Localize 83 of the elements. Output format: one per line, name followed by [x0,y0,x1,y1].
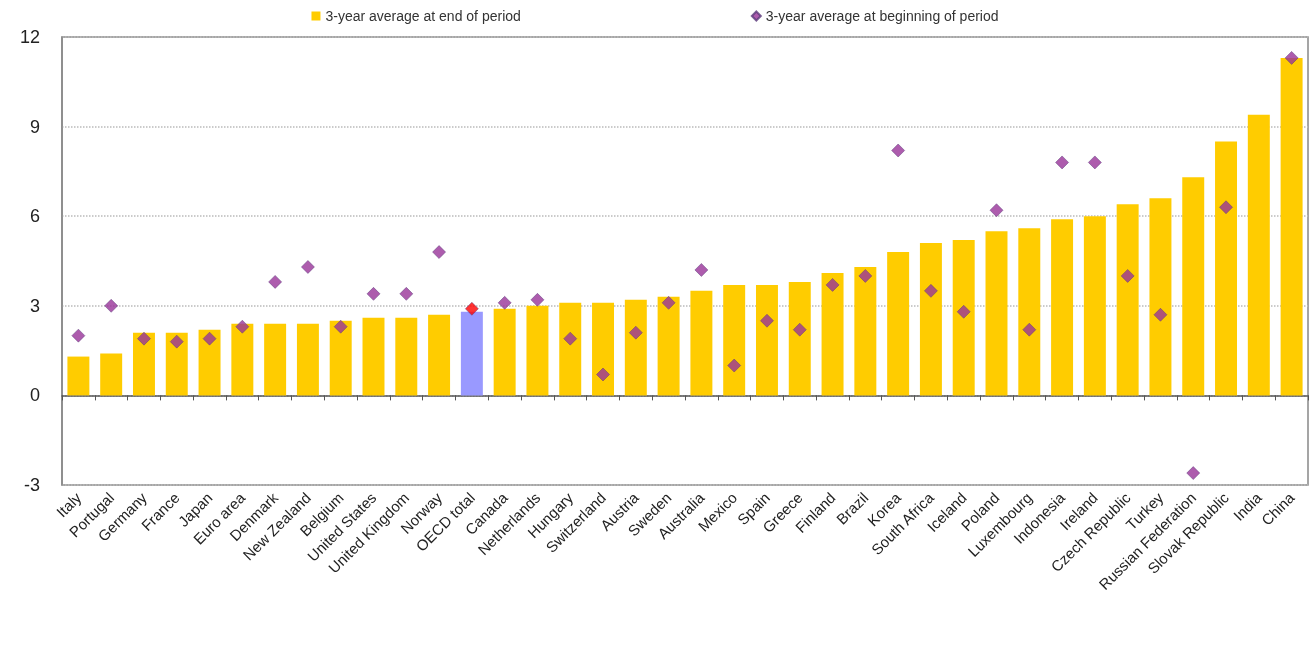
point [760,313,774,328]
point [235,319,250,334]
point [924,284,938,298]
point [1219,200,1233,215]
y-tick-label: 3 [29,295,40,316]
point [1284,51,1299,65]
bar [132,332,155,396]
bar [1182,177,1205,396]
point [530,293,545,307]
bar [985,231,1008,396]
bar [755,284,778,396]
point [465,301,479,316]
point [399,287,414,301]
bar [952,240,975,396]
point [694,263,709,277]
point [497,296,512,310]
point [432,245,446,259]
point [563,331,578,346]
bar [1051,219,1074,396]
bar [854,266,877,396]
bar [887,252,910,396]
bar [1083,216,1106,396]
legend-label: 3-year average at beginning of period [765,8,999,24]
bar [1116,204,1139,396]
y-tick-label: 12 [19,27,40,47]
point [596,367,610,382]
bar [821,272,844,396]
point [858,269,873,283]
point [1088,155,1102,170]
bar [428,314,451,396]
bar [460,311,483,396]
bar [67,356,90,396]
point [891,143,905,158]
point [1022,322,1037,337]
bar [165,332,188,396]
point [956,304,971,319]
bar [592,302,615,396]
point [169,334,184,349]
point [301,260,315,274]
bar [395,317,418,396]
y-tick-label: -3 [23,475,40,495]
bar [1018,228,1041,396]
bar [493,308,516,396]
point [1153,307,1168,322]
legend-label: 3-year average at end of period [325,8,521,24]
point [202,331,217,346]
bar [657,296,680,396]
bar [526,305,549,396]
point [989,203,1004,218]
point [727,358,741,373]
bar [788,281,811,396]
point [268,275,282,289]
point [792,322,807,337]
bar [100,353,123,396]
bar [198,329,221,396]
bar [919,243,942,396]
point [1186,466,1201,480]
point [333,319,348,334]
bar [1247,114,1270,396]
point [366,287,381,301]
point [825,278,840,292]
bar [264,323,287,396]
y-tick-label: 9 [29,116,40,137]
point [629,325,643,340]
point [104,299,118,313]
bar [690,290,713,396]
point [137,331,151,346]
bar [624,299,647,396]
bar [1215,141,1238,396]
point [661,296,676,310]
bar [329,320,352,396]
y-tick-label: 6 [29,206,40,227]
y-tick-label: 0 [29,385,40,406]
bar [296,323,319,396]
point [1055,155,1069,170]
bar [559,302,582,396]
bar [231,323,254,396]
bar [1280,57,1303,396]
bar [362,317,385,396]
point [1120,269,1135,283]
bar [723,284,746,396]
point [71,328,86,343]
bar [1149,198,1172,396]
